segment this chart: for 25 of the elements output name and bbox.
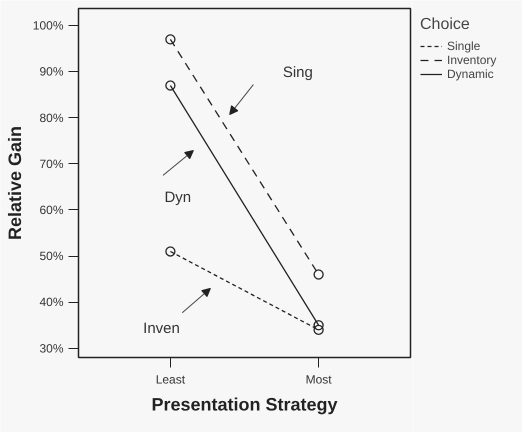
y-tick-label: 70% bbox=[39, 156, 64, 171]
point bbox=[313, 269, 324, 280]
y-tick-label: 60% bbox=[39, 202, 64, 217]
legend-title: Choice bbox=[420, 16, 471, 34]
point bbox=[165, 34, 176, 45]
legend-label: Single bbox=[447, 39, 480, 53]
y-axis-title: Relative Gain bbox=[4, 126, 25, 240]
y-tick-label: 80% bbox=[39, 110, 64, 125]
point bbox=[313, 320, 324, 330]
annotation: Inven bbox=[143, 320, 180, 337]
y-tick-label: 100% bbox=[32, 18, 64, 33]
legend-label: Inventory bbox=[447, 53, 496, 67]
point bbox=[313, 324, 324, 335]
annotation: Sing bbox=[282, 64, 313, 82]
legend-label: Dynamic bbox=[447, 67, 494, 81]
y-tick-label: 30% bbox=[39, 341, 64, 356]
x-axis-title: Presentation Strategy bbox=[151, 394, 338, 414]
y-tick-label: 90% bbox=[39, 64, 64, 79]
point bbox=[165, 246, 176, 257]
x-tick-label: Least bbox=[156, 372, 186, 386]
y-tick-label: 50% bbox=[39, 249, 64, 264]
x-tick-label: Most bbox=[306, 372, 332, 386]
point bbox=[165, 80, 176, 91]
y-tick-label: 40% bbox=[39, 295, 64, 310]
annotation: Dyn bbox=[164, 189, 192, 206]
